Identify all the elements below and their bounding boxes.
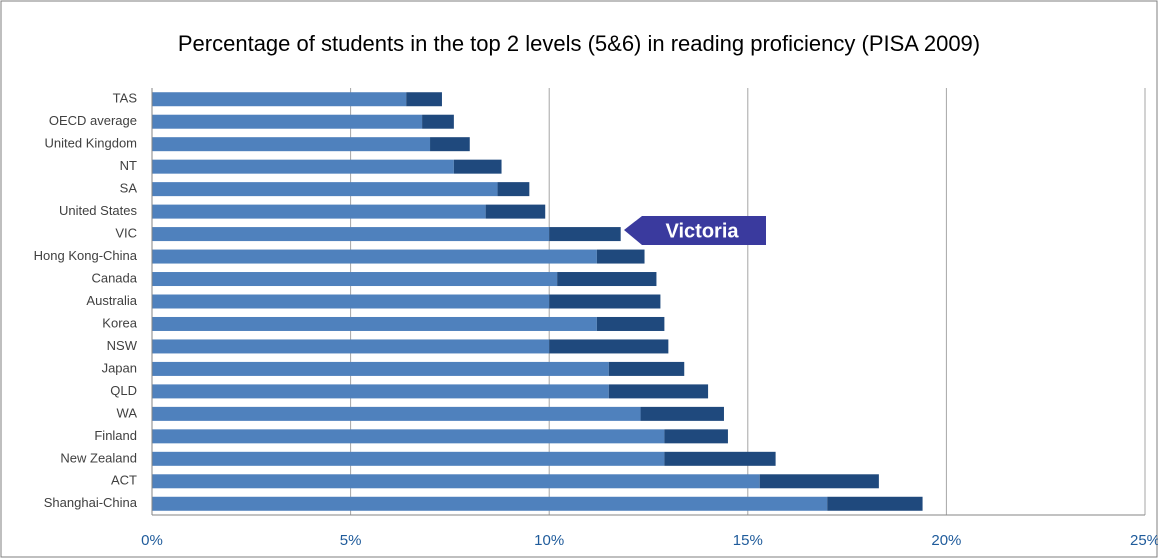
bar-segment bbox=[608, 384, 709, 399]
bar-segment bbox=[152, 294, 550, 309]
bar-segment bbox=[152, 316, 597, 331]
bar-segment bbox=[152, 496, 828, 511]
x-tick-label: 25% bbox=[1130, 532, 1158, 549]
x-tick-label: 0% bbox=[141, 532, 163, 549]
bar-segment bbox=[152, 451, 665, 466]
bar-segment bbox=[827, 496, 923, 511]
y-tick-label: United States bbox=[59, 203, 138, 218]
bar-segment bbox=[152, 249, 597, 264]
bar-segment bbox=[152, 339, 550, 354]
bar-segment bbox=[608, 361, 685, 376]
y-tick-label: NT bbox=[120, 158, 137, 173]
chart-title: Percentage of students in the top 2 leve… bbox=[178, 31, 980, 56]
y-tick-label: TAS bbox=[113, 91, 138, 106]
bar-segment bbox=[422, 114, 454, 129]
bar-segment bbox=[152, 204, 486, 219]
x-tick-label: 20% bbox=[931, 532, 961, 549]
bar-segment bbox=[549, 339, 669, 354]
bar-segment bbox=[485, 204, 546, 219]
bar-segment bbox=[596, 316, 665, 331]
bar-segment bbox=[549, 227, 621, 242]
y-tick-label: ACT bbox=[111, 473, 137, 488]
bar-segment bbox=[152, 92, 407, 107]
y-tick-label: Korea bbox=[102, 315, 137, 330]
plot: 0% 5% 10% 15% 20% 25% TAS OECD average United Ki… bbox=[34, 88, 1158, 549]
bar-segment bbox=[152, 227, 550, 242]
y-tick-label: Finland bbox=[94, 428, 137, 443]
x-tick-label: 5% bbox=[340, 532, 362, 549]
x-tick-label: 10% bbox=[534, 532, 564, 549]
bar-segment bbox=[557, 272, 657, 287]
bar-segment bbox=[152, 137, 431, 152]
y-tick-label: QLD bbox=[110, 383, 137, 398]
bar-segment bbox=[596, 249, 645, 264]
y-tick-label: Shanghai-China bbox=[44, 495, 138, 510]
bar-segment bbox=[152, 159, 454, 174]
annotation: Victoria bbox=[666, 220, 740, 242]
bar-segment bbox=[664, 451, 776, 466]
bar-segment bbox=[497, 182, 530, 197]
y-tick-label: Canada bbox=[91, 270, 137, 285]
y-tick-label: OECD average bbox=[49, 113, 137, 128]
bar-segment bbox=[640, 406, 724, 421]
bar-segment bbox=[759, 474, 879, 489]
bar-segment bbox=[152, 361, 609, 376]
bar-segment bbox=[453, 159, 502, 174]
y-tick-label: Hong Kong-China bbox=[34, 248, 138, 263]
bar-segment bbox=[152, 429, 665, 444]
callout-arrow bbox=[624, 216, 766, 245]
y-tick-label: WA bbox=[117, 405, 138, 420]
bar-segment bbox=[406, 92, 442, 107]
y-tick-label: NSW bbox=[107, 338, 138, 353]
bar-segment bbox=[430, 137, 470, 152]
callout: Victoria bbox=[624, 216, 766, 245]
y-tick-label: Japan bbox=[102, 360, 137, 375]
bar-segment bbox=[152, 114, 423, 129]
y-tick-label: United Kingdom bbox=[45, 136, 138, 151]
bar-segment bbox=[152, 474, 760, 489]
bar-segment bbox=[549, 294, 661, 309]
bar-segment bbox=[152, 182, 498, 197]
y-tick-label: New Zealand bbox=[60, 450, 137, 465]
y-tick-label: SA bbox=[120, 181, 138, 196]
y-tick-label: VIC bbox=[115, 226, 137, 241]
y-tick-label: Australia bbox=[86, 293, 137, 308]
bar-segment bbox=[152, 384, 609, 399]
x-tick-label: 15% bbox=[733, 532, 763, 549]
bar-segment bbox=[664, 429, 728, 444]
bar-segment bbox=[152, 406, 641, 421]
bar-segment bbox=[152, 272, 558, 287]
